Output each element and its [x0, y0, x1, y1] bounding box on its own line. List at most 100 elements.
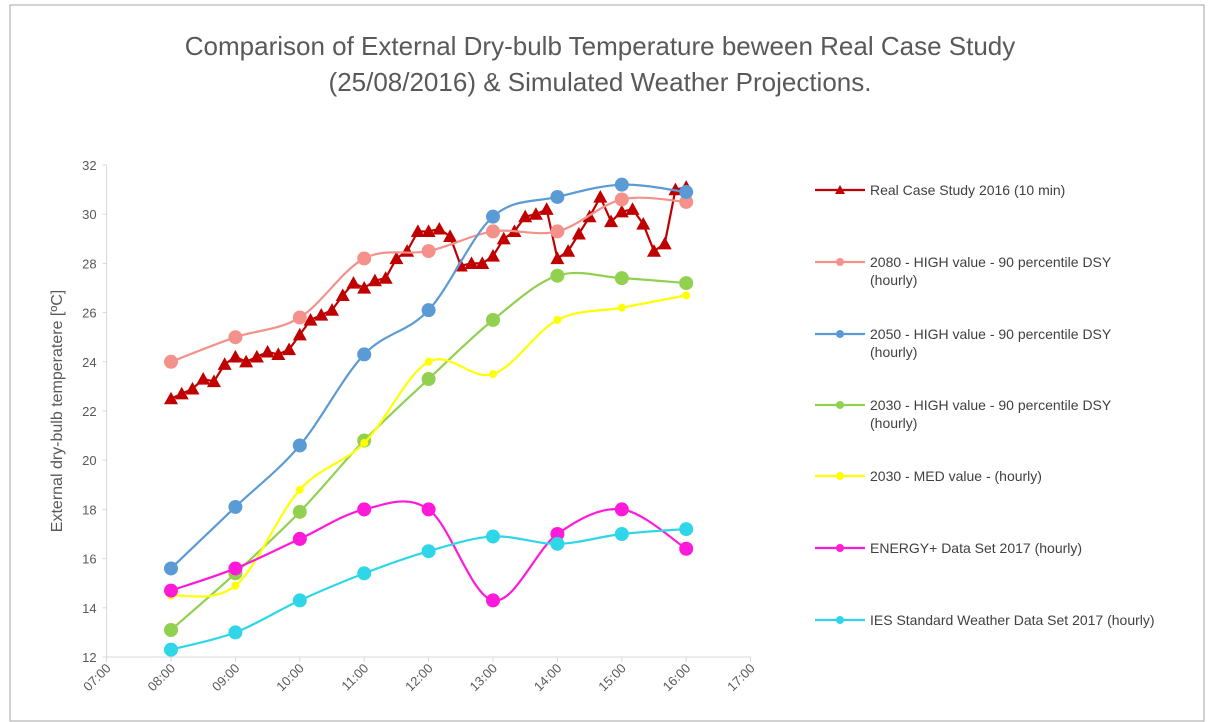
legend-label: IES Standard Weather Data Set 2017 (hour… [870, 612, 1155, 628]
marker [346, 276, 361, 289]
marker [682, 291, 691, 300]
marker [550, 251, 565, 265]
marker [486, 593, 500, 608]
marker [231, 581, 240, 590]
marker [378, 271, 393, 284]
marker [228, 561, 243, 576]
marker [217, 357, 232, 370]
marker [679, 185, 694, 200]
marker [228, 625, 243, 640]
marker [164, 561, 178, 576]
marker [292, 593, 307, 608]
marker [486, 224, 500, 239]
title-box: Comparison of External Dry-bulb Temperat… [184, 31, 1016, 97]
y-tick-label: 28 [82, 256, 96, 271]
marker [561, 244, 576, 257]
marker [614, 192, 629, 207]
marker [647, 244, 661, 257]
marker [593, 189, 608, 203]
marker [679, 522, 694, 537]
marker [295, 485, 304, 494]
y-axis-label: External dry-bulb temperatere [ºC] [49, 290, 66, 532]
marker [636, 217, 651, 230]
y-tick-label: 20 [82, 453, 96, 468]
legend-label: Real Case Study 2016 (10 min) [870, 182, 1066, 198]
marker [679, 276, 694, 291]
marker [185, 381, 200, 395]
legend-label: 2050 - HIGH value - 90 percentile DSY (h… [870, 326, 1111, 360]
marker [550, 189, 565, 204]
legend-label: 2030 - MED value - (hourly) [870, 468, 1042, 484]
marker [421, 224, 436, 238]
marker [260, 344, 275, 358]
marker [836, 258, 844, 266]
marker [292, 438, 307, 453]
chart-frame [9, 4, 1205, 722]
marker [553, 315, 562, 324]
y-tick-label: 30 [82, 207, 96, 222]
legend-label: ENERGY+ Data Set 2017 (hourly) [870, 540, 1083, 556]
marker [357, 566, 372, 581]
marker [604, 214, 619, 228]
marker [164, 583, 178, 598]
marker [164, 642, 178, 657]
marker [249, 349, 264, 363]
marker [835, 185, 845, 194]
marker [357, 502, 372, 517]
marker [421, 544, 436, 559]
marker [410, 224, 425, 238]
marker [424, 357, 433, 366]
chart-title: Comparison of External Dry-bulb Temperat… [184, 31, 1016, 97]
y-tick-label: 14 [82, 601, 96, 616]
marker [206, 374, 221, 388]
legend-label: 2030 - HIGH value - 90 percentile DSY (h… [870, 397, 1111, 431]
marker [164, 622, 178, 637]
marker [614, 502, 629, 517]
marker [625, 202, 640, 215]
marker [496, 231, 511, 245]
marker [550, 536, 565, 551]
marker [489, 370, 497, 379]
marker [292, 327, 307, 341]
marker [421, 244, 436, 259]
marker [617, 303, 626, 312]
y-tick-label: 18 [82, 502, 96, 517]
marker [528, 207, 543, 220]
marker [571, 226, 586, 240]
marker [836, 472, 844, 480]
y-tick-label: 32 [82, 158, 96, 173]
marker [550, 268, 565, 283]
marker [164, 391, 178, 405]
marker [486, 209, 500, 224]
marker [389, 251, 404, 265]
marker [292, 531, 307, 546]
series-line [170, 500, 687, 602]
marker [357, 347, 372, 362]
marker [836, 401, 844, 409]
marker [614, 177, 629, 192]
marker [486, 529, 500, 544]
y-tick-label: 12 [82, 650, 96, 665]
marker [518, 209, 533, 223]
y-tick-label: 26 [82, 306, 96, 321]
marker [836, 544, 844, 552]
marker [464, 256, 479, 269]
marker [325, 303, 339, 316]
marker [657, 236, 672, 250]
marker [360, 438, 369, 447]
marker [271, 347, 286, 361]
y-tick-label: 22 [82, 404, 96, 419]
marker [228, 330, 243, 345]
marker [836, 330, 844, 338]
marker [614, 271, 629, 286]
marker [292, 504, 307, 519]
marker [196, 372, 211, 385]
marker [550, 527, 565, 541]
marker [228, 349, 243, 363]
marker [282, 342, 297, 356]
marker [475, 256, 490, 269]
marker [314, 308, 329, 321]
marker [174, 386, 189, 400]
marker [421, 502, 436, 517]
marker [303, 312, 318, 326]
